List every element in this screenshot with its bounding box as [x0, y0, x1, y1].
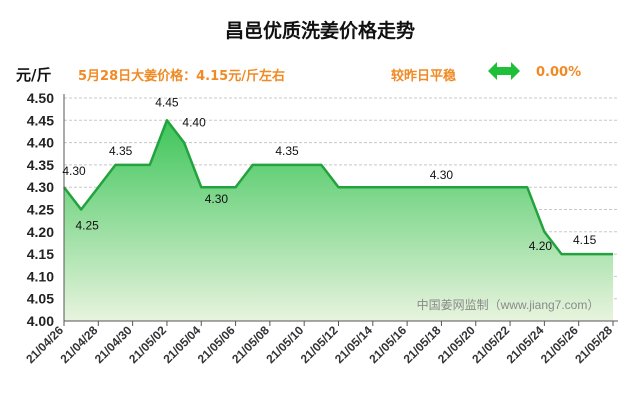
data-label: 4.45	[155, 95, 179, 109]
data-label: 4.20	[529, 239, 553, 253]
data-label: 4.15	[573, 233, 597, 247]
double-arrow-icon	[488, 62, 520, 80]
y-tick-label: 4.40	[27, 135, 54, 151]
y-axis-labels: 4.00 4.05 4.10 4.15 4.20 4.25 4.30 4.35 4.40 4.45…	[27, 90, 54, 329]
data-label: 4.30	[205, 192, 229, 206]
area-fill	[64, 120, 613, 321]
x-tick-label: 21/05/28	[572, 323, 615, 366]
x-axis-labels: 21/04/2621/04/2821/04/3021/05/0221/05/04…	[23, 323, 615, 366]
y-tick-label: 4.50	[27, 90, 54, 106]
data-label: 4.30	[430, 168, 454, 182]
y-tick-label: 4.30	[27, 179, 54, 195]
y-tick-label: 4.00	[27, 313, 54, 329]
data-label: 4.35	[109, 144, 133, 158]
price-note: 5月28日大姜价格：4.15元/斤左右	[78, 69, 285, 84]
y-tick-label: 4.25	[27, 202, 54, 218]
watermark: 中国姜网监制（www.jiang7.com）	[417, 297, 600, 312]
unit-label: 元/斤	[16, 66, 52, 84]
change-value: 0.00%	[536, 65, 582, 80]
series-line	[63, 119, 613, 256]
data-labels: 4.30 4.25 4.35 4.454.40 4.30 4.35 4.30 4.20 4.15	[62, 95, 596, 253]
data-label: 4.35	[275, 144, 299, 158]
y-tick-label: 4.10	[27, 268, 54, 284]
y-tick-label: 4.20	[27, 224, 54, 240]
y-tick-label: 4.45	[27, 112, 54, 128]
data-label: 4.25	[75, 219, 99, 233]
data-label: 4.30	[62, 164, 86, 178]
y-tick-label: 4.35	[27, 157, 54, 173]
axes	[63, 94, 618, 326]
data-label: 4.40	[182, 116, 206, 130]
y-tick-label: 4.15	[27, 246, 54, 262]
change-label: 较昨日平稳	[391, 69, 457, 84]
chart-title: 昌邑优质洗姜价格走势	[224, 20, 415, 42]
y-tick-label: 4.05	[27, 291, 54, 307]
